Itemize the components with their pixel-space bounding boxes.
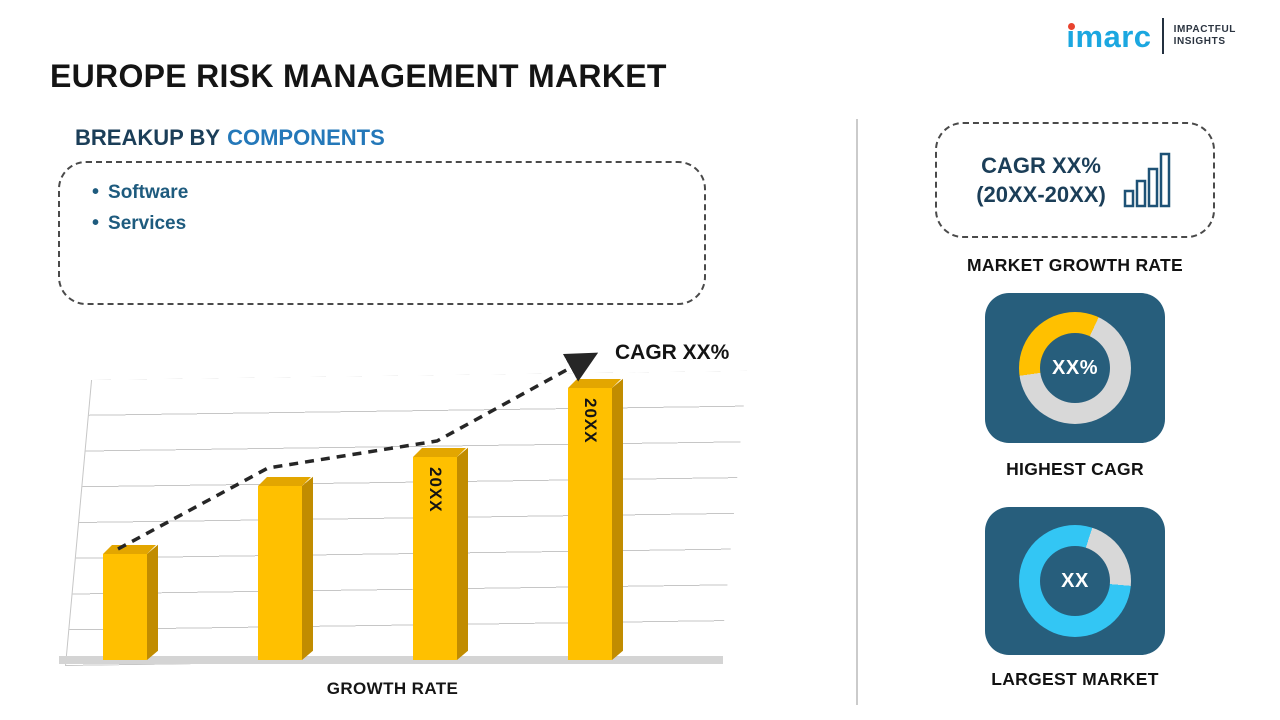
component-label: Software [108,182,189,203]
highest-cagr-card: XX% [985,293,1165,443]
largest-market-card: XX [985,507,1165,655]
bar-chart-icon [1123,152,1171,208]
logo-separator [1161,18,1164,54]
bar-3: 20XX [413,457,457,660]
bar-series: 20XX 20XX [65,380,720,666]
imarc-brand-text: imarc [1066,18,1152,54]
market-growth-caption: MARKET GROWTH RATE [966,255,1184,275]
largest-market-donut-icon: XX [1019,525,1131,637]
chart-baseline [59,656,723,664]
growth-bar-chart: 20XX 20XX [59,370,747,666]
imarc-logo: imarc IMPACTFUL INSIGHTS [1066,18,1236,54]
market-growth-card: CAGR XX% (20XX-20XX) [935,122,1215,238]
breakup-heading: BREAKUP BY COMPONENTS [75,125,385,151]
highest-cagr-donut-icon: XX% [1019,312,1131,424]
logo-red-dot-icon [1068,22,1076,30]
logo-tagline: IMPACTFUL INSIGHTS [1174,24,1236,48]
page-title: EUROPE RISK MANAGEMENT MARKET [50,58,667,94]
breakup-components-box: Software Services [58,161,706,305]
highest-cagr-value: XX% [1040,333,1110,403]
component-label: Services [108,213,187,234]
logo-tagline-line2: INSIGHTS [1173,36,1226,47]
cagr-value-line: CAGR XX% [981,153,1101,178]
highest-cagr-caption: HIGHEST CAGR [1006,459,1144,479]
largest-market-value: XX [1040,546,1110,616]
bar-1 [103,554,147,660]
largest-market-caption: LARGEST MARKET [991,669,1159,689]
cagr-period-line: (20XX-20XX) [976,182,1106,207]
breakup-heading-prefix: BREAKUP BY [75,125,221,150]
bar-value-label: 20XX [426,467,445,513]
list-item: Software [92,177,704,208]
list-item: Services [92,208,704,239]
market-growth-text: CAGR XX% (20XX-20XX) [976,151,1106,209]
cagr-trend-label: CAGR XX% [615,341,730,364]
section-divider [856,119,858,705]
logo-tagline-line1: IMPACTFUL [1173,24,1236,35]
bar-2 [258,486,302,660]
bar-4: 20XX [568,388,612,660]
bar-value-label: 20XX [581,398,600,444]
breakup-heading-highlight: COMPONENTS [227,125,385,150]
x-axis-label: GROWTH RATE [326,679,459,698]
imarc-wordmark: imarc [1066,21,1151,52]
